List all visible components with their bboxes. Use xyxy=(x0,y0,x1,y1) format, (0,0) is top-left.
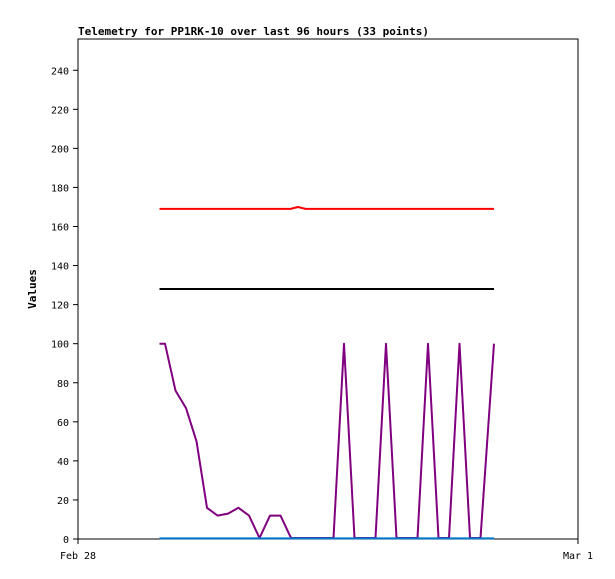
y-tick-label: 200 xyxy=(51,144,69,155)
y-tick-label: 160 xyxy=(51,223,69,234)
x-tick-label: Mar 1 xyxy=(563,551,593,562)
y-tick-label: 180 xyxy=(51,183,69,194)
y-tick-label: 100 xyxy=(51,340,69,351)
y-tick-label: 80 xyxy=(57,379,69,390)
y-tick-label: 0 xyxy=(63,535,69,546)
series-layer xyxy=(159,206,495,540)
y-tick-label: 40 xyxy=(57,457,69,468)
y-axis-ticks: 0 20 40 60 80 100 120 140 160 180 200 220 240 xyxy=(51,66,78,546)
y-tick-label: 240 xyxy=(51,66,69,77)
y-tick-label: 120 xyxy=(51,301,69,312)
y-tick-label: 140 xyxy=(51,262,69,273)
y-tick-label: 20 xyxy=(57,496,69,507)
y-tick-label: 60 xyxy=(57,418,69,429)
series-line-0 xyxy=(159,206,494,210)
chart-title: Telemetry for PP1RK-10 over last 96 hour… xyxy=(78,25,429,38)
y-tick-label: 220 xyxy=(51,105,69,116)
x-axis-ticks: Feb 28 Mar 1 xyxy=(60,539,593,562)
x-tick-label: Feb 28 xyxy=(60,551,96,562)
y-axis-label: Values xyxy=(26,269,39,309)
